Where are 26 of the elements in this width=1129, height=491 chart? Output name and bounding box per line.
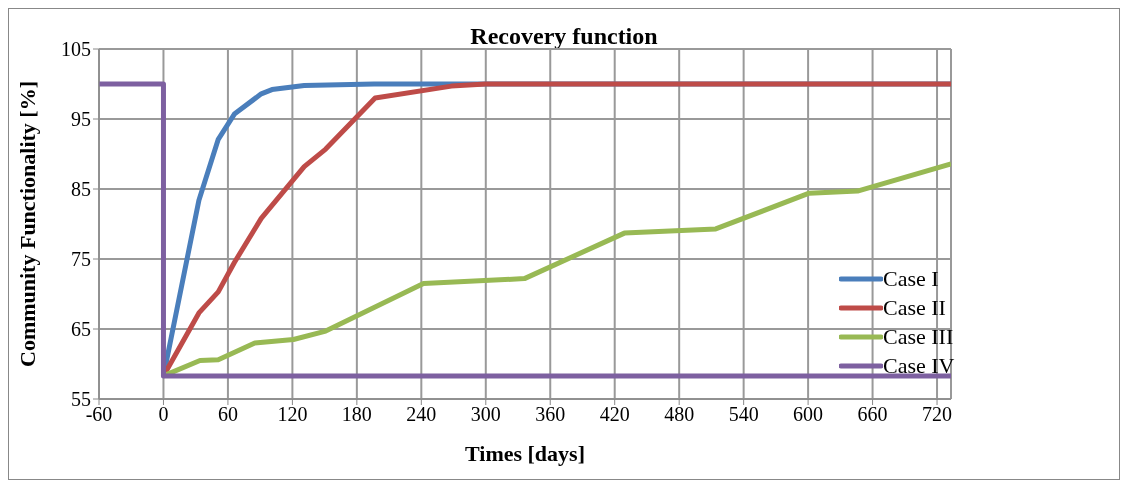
y-tick-label: 85 [71, 178, 91, 201]
y-tick-label: 105 [61, 38, 91, 61]
legend-label: Case III [883, 323, 954, 350]
y-tick-label: 95 [71, 108, 91, 131]
x-tick-label: 360 [535, 403, 566, 426]
x-tick-label: 0 [158, 403, 169, 426]
y-tick-label: 65 [71, 318, 91, 341]
x-tick-label: 660 [857, 403, 888, 426]
x-tick-label: 420 [599, 403, 630, 426]
legend-label: Case IV [883, 352, 955, 379]
x-tick-label: 540 [728, 403, 759, 426]
x-tick-label: 600 [793, 403, 824, 426]
y-axis-title: Community Functionality [%] [14, 81, 40, 367]
x-tick-label: 240 [406, 403, 437, 426]
x-tick-label: 480 [664, 403, 695, 426]
legend-label: Case II [883, 294, 946, 321]
chart-title: Recovery function [470, 23, 658, 49]
y-tick-label: 55 [71, 388, 91, 411]
x-tick-label: 180 [341, 403, 372, 426]
x-axis-title: Times [days] [465, 441, 585, 466]
x-tick-label: 720 [922, 403, 953, 426]
x-tick-label: 120 [277, 403, 308, 426]
legend-label: Case I [883, 265, 939, 292]
y-tick-label: 75 [71, 248, 91, 271]
x-tick-label: 60 [217, 403, 238, 426]
x-tick-label: 300 [470, 403, 501, 426]
